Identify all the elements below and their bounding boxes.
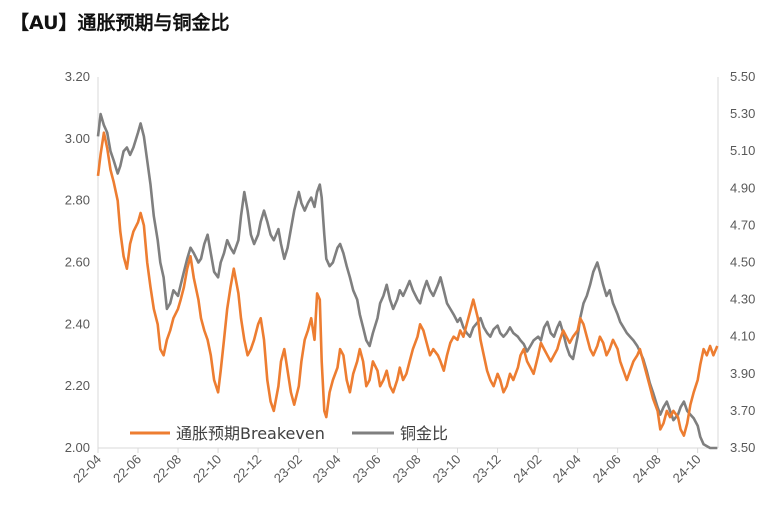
y-left-tick-label: 3.20 [65, 69, 90, 84]
series-line-copper-gold-ratio [96, 112, 718, 450]
y-right-tick-label: 3.90 [730, 366, 755, 381]
y-left-tick-label: 3.00 [65, 131, 90, 146]
x-tick-label: 22-10 [190, 452, 224, 486]
y-right-tick-label: 4.10 [730, 329, 755, 344]
y-right-tick-label: 3.50 [730, 440, 755, 455]
y-right-tick-label: 4.70 [730, 217, 755, 232]
x-tick-label: 23-06 [349, 452, 383, 486]
y-left-tick-label: 2.20 [65, 378, 90, 393]
y-right-tick-label: 4.90 [730, 180, 755, 195]
y-right-tick-label: 5.30 [730, 106, 755, 121]
page-title: 【AU】通胀预期与铜金比 [10, 12, 230, 34]
x-tick-label: 24-08 [630, 452, 664, 486]
x-tick-label: 24-06 [590, 452, 624, 486]
x-tick-label: 22-06 [110, 452, 144, 486]
series-line-breakeven [96, 131, 719, 437]
y-left-tick-label: 2.40 [65, 316, 90, 331]
y-right-tick-label: 5.50 [730, 69, 755, 84]
x-tick-label: 23-08 [390, 452, 424, 486]
x-tick-label: 23-12 [470, 452, 504, 486]
y-left-tick-label: 2.00 [65, 440, 90, 455]
x-tick-label: 22-12 [230, 452, 264, 486]
x-tick-label: 22-04 [70, 452, 104, 486]
y-left-tick-label: 2.80 [65, 193, 90, 208]
legend-label-copper-gold-ratio: 铜金比 [400, 424, 448, 443]
x-tick-label: 23-04 [309, 452, 343, 486]
legend-label-breakeven: 通胀预期Breakeven [176, 424, 325, 443]
x-tick-label: 24-02 [510, 452, 544, 486]
y-right-tick-label: 4.50 [730, 255, 755, 270]
x-tick-label: 24-04 [550, 452, 584, 486]
y-right-tick-label: 3.70 [730, 403, 755, 418]
x-tick-label: 22-08 [150, 452, 184, 486]
y-right-tick-label: 5.10 [730, 143, 755, 158]
x-tick-label: 23-02 [271, 452, 305, 486]
x-tick-label: 23-10 [430, 452, 464, 486]
x-tick-label: 24-10 [670, 452, 704, 486]
y-right-tick-label: 4.30 [730, 292, 755, 307]
y-left-tick-label: 2.60 [65, 255, 90, 270]
